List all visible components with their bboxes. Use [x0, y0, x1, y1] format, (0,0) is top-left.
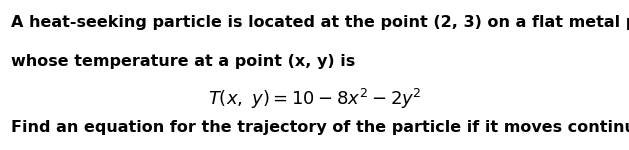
Text: whose temperature at a point (x, y) is: whose temperature at a point (x, y) is — [11, 54, 355, 69]
Text: A heat-seeking particle is located at the point (2, 3) on a flat metal plate: A heat-seeking particle is located at th… — [11, 15, 629, 30]
Text: $\mathit{T}(x,\ y) = 10 - 8x^2 - 2y^2$: $\mathit{T}(x,\ y) = 10 - 8x^2 - 2y^2$ — [208, 87, 421, 111]
Text: Find an equation for the trajectory of the particle if it moves continuously in : Find an equation for the trajectory of t… — [11, 120, 629, 135]
